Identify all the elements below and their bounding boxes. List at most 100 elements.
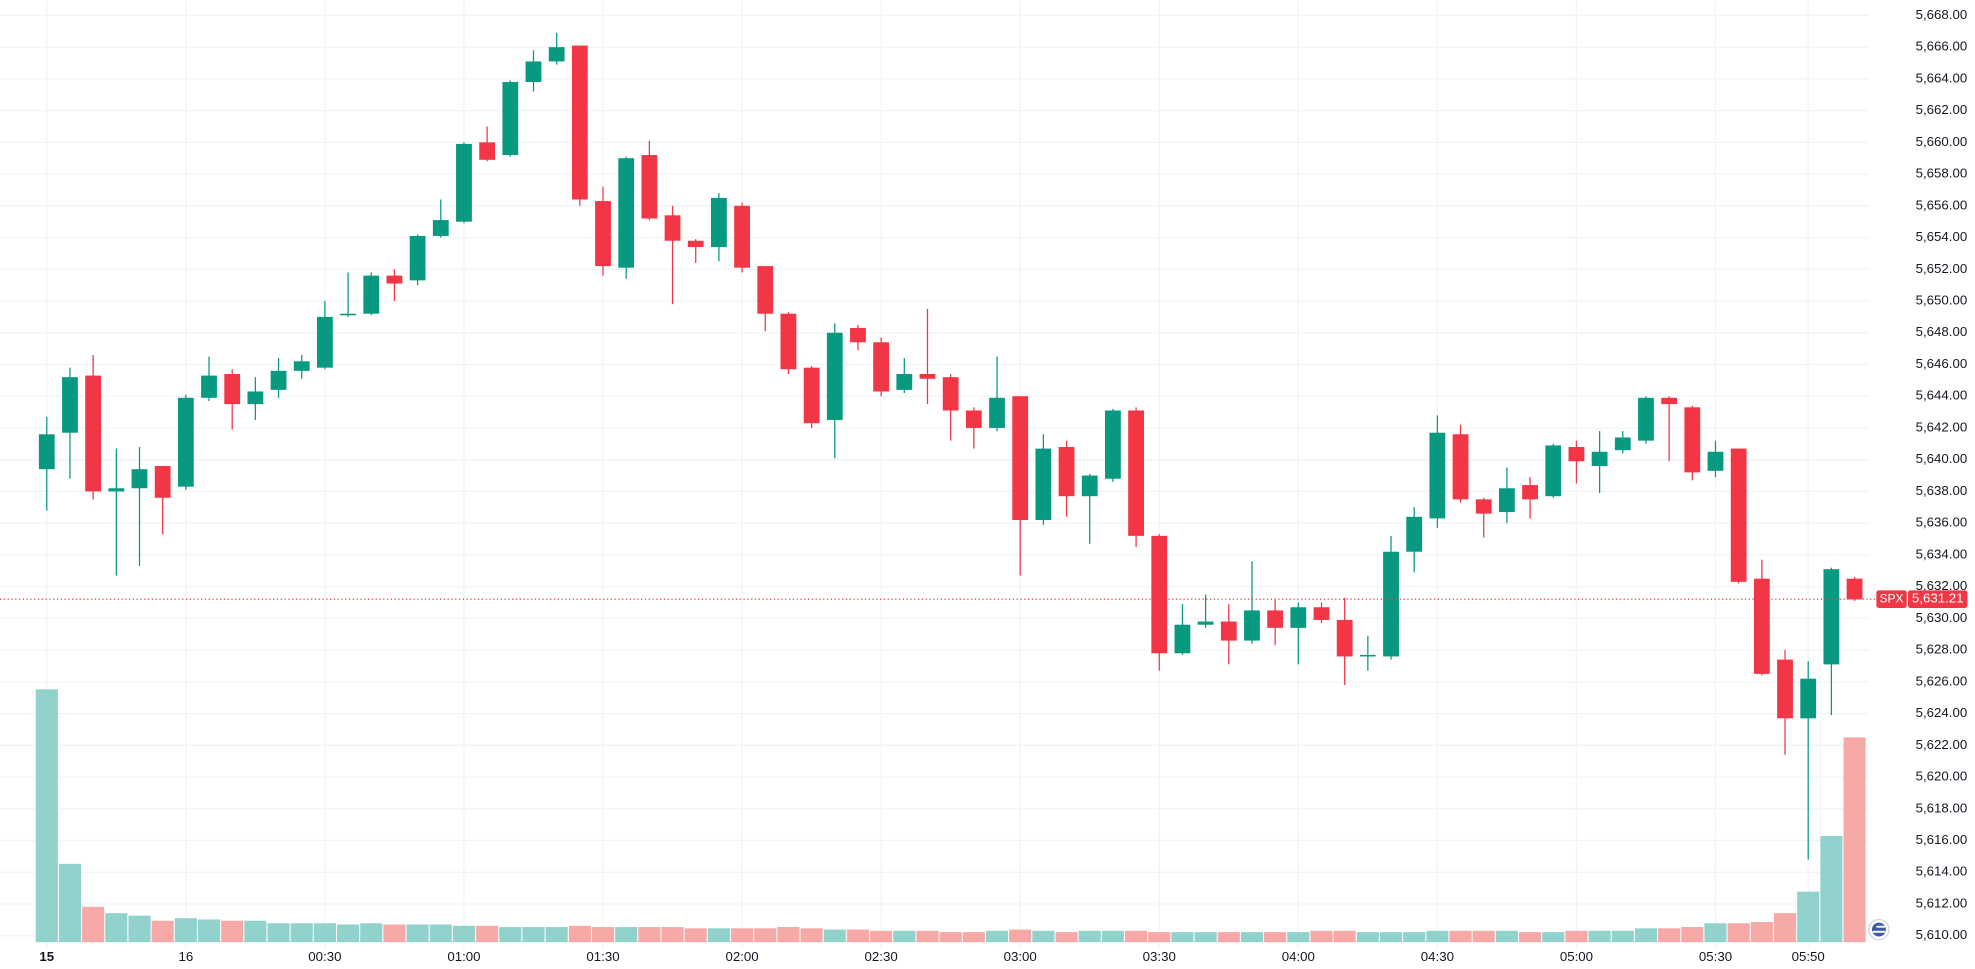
x-tick-label: 02:30 (865, 949, 898, 964)
volume-bar (1495, 930, 1518, 943)
volume-bar (545, 927, 568, 943)
y-tick-label: 5,638.00 (1916, 483, 1968, 498)
volume-bar (939, 932, 962, 943)
volume-bar (1565, 930, 1588, 943)
x-tick-label: 04:00 (1282, 949, 1315, 964)
volume-bar (1125, 930, 1148, 943)
candle-body (525, 61, 542, 83)
candle-body (965, 410, 982, 428)
candle-body (618, 158, 635, 268)
volume-bar (962, 932, 985, 943)
y-tick-label: 5,660.00 (1916, 134, 1968, 149)
candle-body (803, 367, 820, 424)
candle-body (757, 266, 774, 314)
volume-bar (406, 924, 429, 943)
volume-bar (313, 923, 336, 943)
candle-body (363, 275, 380, 314)
volume-bar (1658, 928, 1681, 943)
volume-bar (1704, 923, 1727, 943)
candle-body (38, 434, 55, 470)
volume-bar (429, 924, 452, 943)
price-pane (0, 32, 1877, 860)
volume-bar (35, 689, 58, 943)
y-tick-label: 5,668.00 (1916, 7, 1968, 22)
volume-bar (638, 927, 661, 943)
volume-bar (58, 863, 82, 943)
candle-body (1661, 397, 1678, 405)
y-tick-label: 5,652.00 (1916, 261, 1968, 276)
volume-bar (591, 927, 615, 943)
volume-bar (1634, 928, 1658, 943)
candle-body (1522, 485, 1538, 500)
volume-bar (1820, 836, 1843, 943)
candle-body (1545, 445, 1562, 497)
y-tick-label: 5,640.00 (1916, 451, 1968, 466)
candle-body (711, 197, 727, 248)
volume-bar (82, 906, 105, 943)
candle-body (409, 235, 426, 281)
last-price-label: 5,631.21 (1912, 591, 1964, 606)
volume-bar (476, 925, 499, 943)
candle-body (1081, 475, 1098, 497)
x-tick-label: 16 (178, 949, 193, 964)
y-tick-label: 5,610.00 (1916, 927, 1968, 942)
x-tick-label: 05:30 (1699, 949, 1732, 964)
candle-body (687, 240, 704, 248)
symbol-label: SPX (1880, 591, 1904, 605)
candle-body (571, 45, 588, 200)
volume-bar (221, 920, 244, 943)
grid (0, 0, 1869, 949)
volume-bar (151, 920, 174, 943)
y-tick-label: 5,658.00 (1916, 166, 1968, 181)
volume-bar (128, 915, 151, 943)
volume-bar (1519, 932, 1542, 943)
candle-body (1359, 654, 1376, 657)
last-price-tag (1907, 590, 1968, 609)
y-tick-label: 5,642.00 (1916, 419, 1968, 434)
candle-body (1823, 569, 1840, 665)
candle-body (1452, 434, 1469, 500)
volume-bar (893, 930, 916, 943)
candle-body (1220, 621, 1237, 641)
y-tick-label: 5,664.00 (1916, 70, 1968, 85)
volume-bar (452, 925, 476, 943)
volume-bar (800, 928, 823, 943)
volume-bar (1287, 932, 1310, 943)
candle-body (989, 397, 1005, 428)
volume-bar (754, 928, 777, 943)
volume-bar (1078, 930, 1101, 943)
volume-bar (1750, 921, 1773, 943)
candle-body (247, 391, 264, 405)
y-tick-label: 5,628.00 (1916, 642, 1968, 657)
volume-bar (1681, 927, 1704, 943)
volume-bar (1101, 930, 1124, 943)
candle-body (131, 469, 148, 489)
candle-body (1058, 446, 1075, 497)
y-tick-label: 5,618.00 (1916, 800, 1968, 815)
candle-body (1499, 488, 1515, 513)
y-tick-label: 5,636.00 (1916, 515, 1968, 530)
x-tick-label: 01:30 (586, 949, 619, 964)
y-tick-label: 5,632.00 (1916, 578, 1968, 593)
y-tick-label: 5,630.00 (1916, 610, 1968, 625)
candle-body (1846, 578, 1863, 600)
candle-body (1244, 610, 1260, 641)
y-tick-label: 5,626.00 (1916, 673, 1968, 688)
candle-body (850, 327, 866, 343)
y-tick-label: 5,654.00 (1916, 229, 1968, 244)
candle-body (1475, 499, 1492, 514)
volume-bar (870, 930, 893, 943)
y-tick-label: 5,656.00 (1916, 197, 1968, 212)
volume-bar (244, 920, 267, 943)
candle-body (1800, 678, 1817, 719)
volume-bar (1426, 930, 1449, 943)
candle-body (1174, 624, 1191, 654)
candle-body (1290, 607, 1307, 628)
volume-bar (522, 927, 545, 943)
candle-body (1684, 407, 1701, 473)
x-tick-label: 05:00 (1560, 949, 1593, 964)
x-tick-label: 01:00 (447, 949, 480, 964)
volume-bar (197, 919, 221, 943)
candle-body (1151, 535, 1168, 654)
